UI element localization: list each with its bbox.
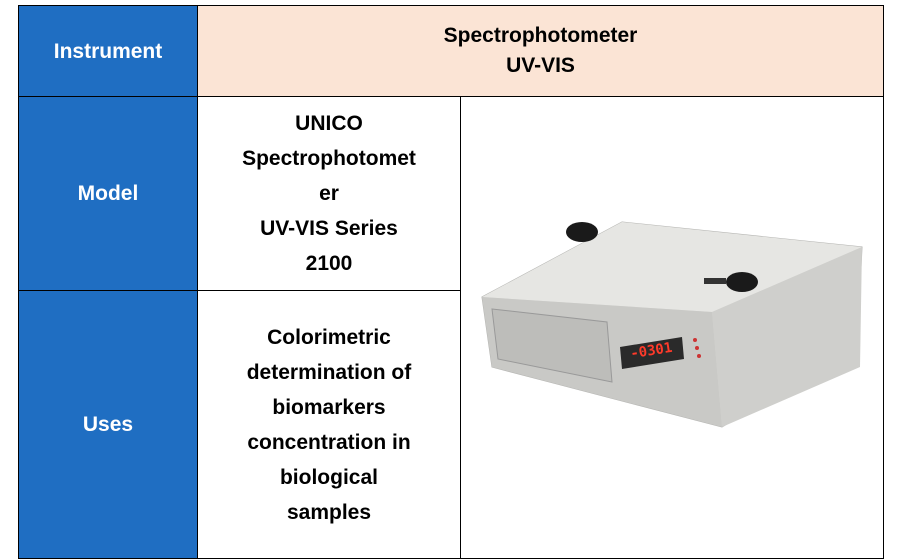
text-line: biomarkers — [198, 390, 460, 425]
image-cell: -0301 — [461, 97, 884, 559]
text-line: Spectrophotomet — [198, 141, 460, 176]
text-line: Spectrophotometer — [198, 21, 883, 51]
row-label: Instrument — [19, 6, 198, 97]
text-line: 2100 — [198, 246, 460, 281]
page: {"table": { "rows": [ {"label": "Instrum… — [0, 0, 897, 548]
text-line: biological — [198, 460, 460, 495]
instrument-image: -0301 — [462, 97, 882, 547]
row-label: Uses — [19, 291, 198, 559]
text-line: Colorimetric — [198, 320, 460, 355]
row-label: Model — [19, 97, 198, 291]
text-line: UV-VIS Series — [198, 211, 460, 246]
text-line: concentration in — [198, 425, 460, 460]
text-line: UV-VIS — [198, 51, 883, 81]
text-line: UNICO — [198, 106, 460, 141]
text-line: er — [198, 176, 460, 211]
text-line: samples — [198, 495, 460, 530]
text-line: determination of — [198, 355, 460, 390]
